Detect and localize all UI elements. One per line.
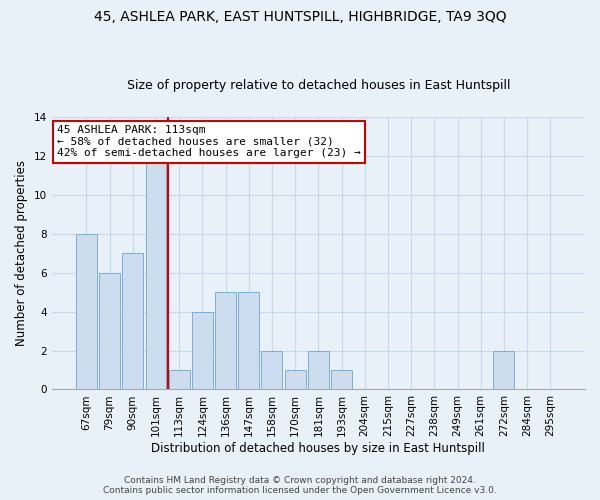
Bar: [146, 156, 166, 390]
Bar: [122, 253, 143, 390]
Bar: [215, 292, 236, 390]
Bar: [99, 272, 120, 390]
Bar: [331, 370, 352, 390]
Bar: [308, 350, 329, 390]
X-axis label: Distribution of detached houses by size in East Huntspill: Distribution of detached houses by size …: [151, 442, 485, 455]
Bar: [192, 312, 213, 390]
Bar: [169, 370, 190, 390]
Bar: [262, 350, 283, 390]
Text: 45, ASHLEA PARK, EAST HUNTSPILL, HIGHBRIDGE, TA9 3QQ: 45, ASHLEA PARK, EAST HUNTSPILL, HIGHBRI…: [94, 10, 506, 24]
Title: Size of property relative to detached houses in East Huntspill: Size of property relative to detached ho…: [127, 79, 510, 92]
Bar: [238, 292, 259, 390]
Bar: [76, 234, 97, 390]
Text: Contains HM Land Registry data © Crown copyright and database right 2024.
Contai: Contains HM Land Registry data © Crown c…: [103, 476, 497, 495]
Text: 45 ASHLEA PARK: 113sqm
← 58% of detached houses are smaller (32)
42% of semi-det: 45 ASHLEA PARK: 113sqm ← 58% of detached…: [57, 125, 361, 158]
Y-axis label: Number of detached properties: Number of detached properties: [15, 160, 28, 346]
Bar: [493, 350, 514, 390]
Bar: [284, 370, 305, 390]
